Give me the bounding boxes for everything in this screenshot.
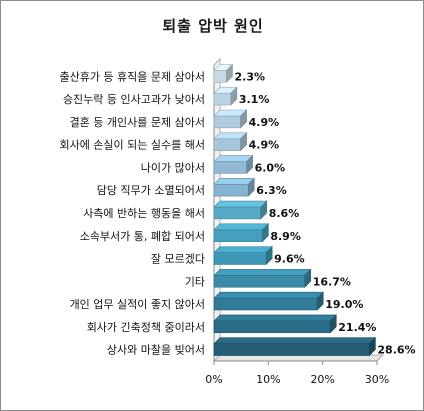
bar-side xyxy=(369,336,376,357)
bar-side xyxy=(240,132,247,152)
bar xyxy=(213,206,262,220)
bar xyxy=(213,138,241,151)
bar-side xyxy=(316,291,324,311)
bar-side xyxy=(265,245,273,266)
category-label: 사측에 반하는 행동을 해서 xyxy=(83,206,205,220)
bar-top xyxy=(213,246,273,253)
floor xyxy=(212,354,385,362)
category-label: 결혼 등 개인사를 문제 삼아서 xyxy=(70,116,205,129)
bar xyxy=(213,229,263,242)
data-label: 9.6% xyxy=(274,253,305,266)
category-label: 상사와 마찰을 빚어서 xyxy=(107,344,205,357)
category-label: 회사가 긴축정책 중이라서 xyxy=(87,321,205,334)
bar xyxy=(213,115,241,129)
data-label: 6.3% xyxy=(256,184,287,197)
bar-side xyxy=(304,268,312,288)
x-tick-label: 20% xyxy=(310,373,334,386)
bar-top xyxy=(213,269,312,276)
bar-side xyxy=(230,86,238,106)
bar-side xyxy=(329,314,337,334)
data-label: 3.1% xyxy=(239,93,270,106)
bar-side xyxy=(247,177,255,197)
bar xyxy=(213,275,306,288)
x-tick-label: 10% xyxy=(256,373,280,386)
bar-side xyxy=(262,223,269,243)
category-label: 담당 직무가 소멸되어서 xyxy=(97,184,205,197)
data-label: 6.0% xyxy=(255,161,286,174)
data-label: 16.7% xyxy=(313,275,351,288)
bar xyxy=(213,320,331,334)
bar xyxy=(213,252,267,265)
chart-title: 퇴출 압박 원인 xyxy=(162,17,264,35)
bar-side xyxy=(246,154,253,175)
category-label: 회사에 손실이 되는 실수를 해서 xyxy=(59,138,205,152)
bar-side xyxy=(226,63,233,84)
bar-top xyxy=(213,337,377,344)
bar-side xyxy=(260,200,268,220)
bar-top xyxy=(213,314,337,322)
bar xyxy=(213,161,247,174)
bar xyxy=(213,70,227,83)
bar-top xyxy=(213,178,255,185)
data-label: 4.9% xyxy=(249,139,280,152)
bar-top xyxy=(213,291,324,299)
bar xyxy=(213,343,370,356)
bar-top xyxy=(213,223,270,231)
bar xyxy=(213,92,232,106)
bar-top xyxy=(213,155,254,162)
bar xyxy=(213,184,249,197)
category-label: 잘 모르겠다 xyxy=(151,253,205,266)
x-tick-label: 0% xyxy=(205,373,222,386)
data-label: 4.9% xyxy=(249,116,280,129)
data-label: 8.6% xyxy=(269,207,300,220)
category-label: 나이가 많아서 xyxy=(141,161,205,174)
data-label: 28.6% xyxy=(377,344,415,357)
x-tick-label: 30% xyxy=(365,373,389,386)
bar-top xyxy=(213,200,268,208)
data-label: 8.9% xyxy=(270,230,301,243)
data-label: 19.0% xyxy=(325,298,363,311)
data-label: 21.4% xyxy=(338,321,376,334)
category-label: 기타 xyxy=(185,275,205,288)
data-label: 2.3% xyxy=(234,70,265,83)
category-label: 소속부서가 통, 폐합 되어서 xyxy=(80,230,205,243)
category-label: 개인 업무 실적이 좋지 않아서 xyxy=(70,298,205,311)
category-label: 승진누락 등 인사고과가 낮아서 xyxy=(63,93,205,106)
bar xyxy=(213,297,318,311)
category-label: 출산휴가 등 휴직을 문제 삼아서 xyxy=(59,70,205,83)
bar-side xyxy=(240,109,247,129)
